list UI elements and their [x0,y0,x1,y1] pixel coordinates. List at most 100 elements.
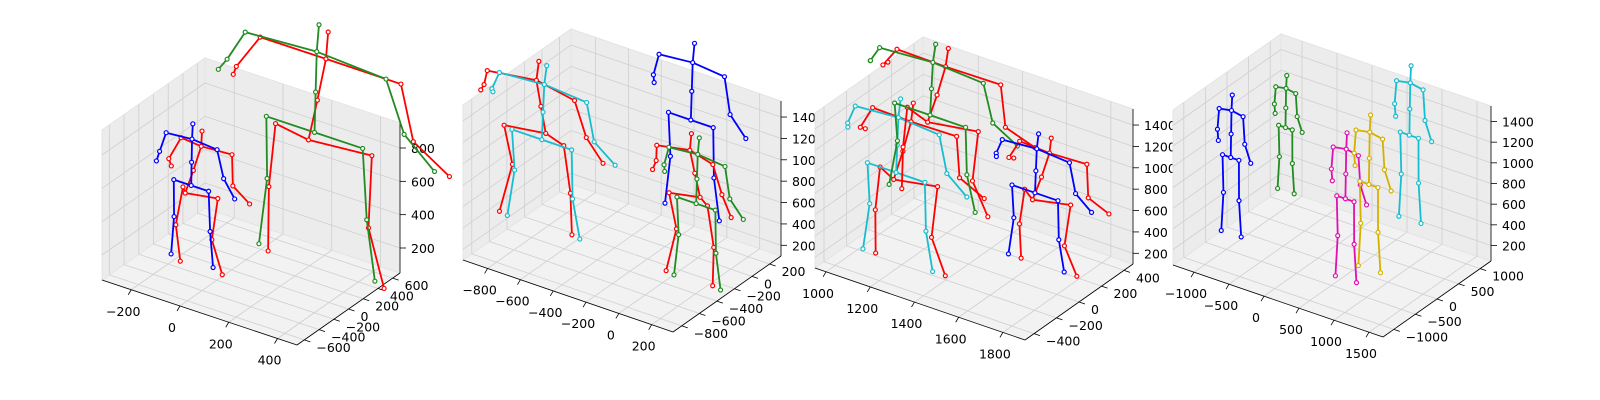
pred-joint [1398,171,1404,177]
pred-joint [190,121,196,127]
gt-joint [934,92,940,98]
pred-joint [1214,126,1221,132]
gt-bone [585,136,604,165]
gt-joint [1074,273,1080,279]
pred-joint [1351,241,1357,247]
pred-joint [206,188,212,194]
pred-joint [694,176,700,182]
pred-bone [570,148,574,200]
pred-bone [664,155,672,205]
pred-joint [1240,114,1246,120]
gt-joint [1061,243,1068,249]
pred-joint [1392,101,1398,107]
grid-z-left [462,172,572,250]
pred-joint [360,145,366,152]
pred-joint [711,175,717,181]
pred-joint [1289,127,1295,133]
grid-z-back [1280,111,1492,184]
pred-joint [509,126,515,133]
pred-bone [265,115,269,180]
pred-bone [854,105,900,119]
pred-joint [221,176,227,182]
grid-y-floor [1270,196,1481,269]
gt-bone [930,236,947,277]
y-tick-label: 0 [764,276,772,291]
x-tick [517,279,521,285]
gt-bone [174,186,184,226]
pred-joint [1274,185,1281,192]
pred-joint [1388,188,1394,194]
pred-bone [696,136,701,156]
gt-joint [369,153,375,159]
gt-bone [944,47,950,68]
gt-joint [1084,161,1090,167]
gt-joint [398,81,404,87]
pred-bone [1409,64,1413,84]
pred-joint [962,124,969,130]
gt-joint [484,67,490,74]
grid-z-left [1172,173,1282,250]
pred-joint [1429,139,1435,145]
pred-joint [886,181,892,187]
pred-bone [663,146,670,166]
pred-joint [1055,198,1061,204]
pred-joint [993,153,999,160]
pred-joint [867,57,874,64]
pred-joint [743,135,749,142]
pred-bone [540,111,544,141]
skeleton-2 [1271,72,1305,197]
gt-joint [569,232,575,238]
pred-joint [1330,144,1336,150]
pred-joint [1343,171,1349,177]
gt-bone [926,121,980,133]
pred-joint [1009,182,1015,188]
gt-joint [1011,155,1017,161]
z-tick-label: 1200 [1144,139,1176,154]
pred-bone [543,83,588,104]
grid-z-left [1172,131,1282,209]
pred-bone [923,181,927,233]
pred-joint [867,201,873,207]
gt-joint [536,58,542,64]
pred-joint [688,117,694,123]
gt-bone [910,102,915,123]
grid-z-back [204,182,401,249]
gt-joint [325,29,331,35]
gt-joint [728,214,734,221]
pred-joint [1351,199,1357,205]
grid-z-left [1172,90,1282,168]
pred-joint [263,113,269,119]
pred-joint [612,162,618,168]
pred-joint [1381,167,1388,173]
gt-bone [1018,140,1051,154]
gt-joint [934,184,941,190]
pred-joint [541,81,547,88]
pred-joint [928,86,935,92]
gt-joint [496,208,503,214]
pred-bone [895,144,899,174]
pred-joint [665,109,672,115]
pred-joint [311,129,318,135]
pred-bone [938,133,948,175]
gt-joint [230,183,236,189]
pred-bone [931,43,937,64]
pred-joint [1397,129,1403,135]
pred-joint [569,147,575,153]
pred-bone [929,114,967,129]
pred-joint [431,168,438,175]
pred-joint [727,196,733,202]
gt-bone [958,176,986,200]
pred-joint [727,111,733,118]
grid-z-left [814,52,924,130]
skeleton-1 [153,121,253,278]
pred-joint [569,196,576,202]
pred-bone [216,148,225,180]
pred-joint [1344,130,1350,136]
gt-joint [481,81,487,88]
pred-bone [258,177,269,245]
pred-joint [264,175,270,182]
x-tick [1225,283,1230,290]
gt-joint [945,45,951,52]
pred-joint [1407,80,1413,86]
pred-joint [1228,107,1235,114]
